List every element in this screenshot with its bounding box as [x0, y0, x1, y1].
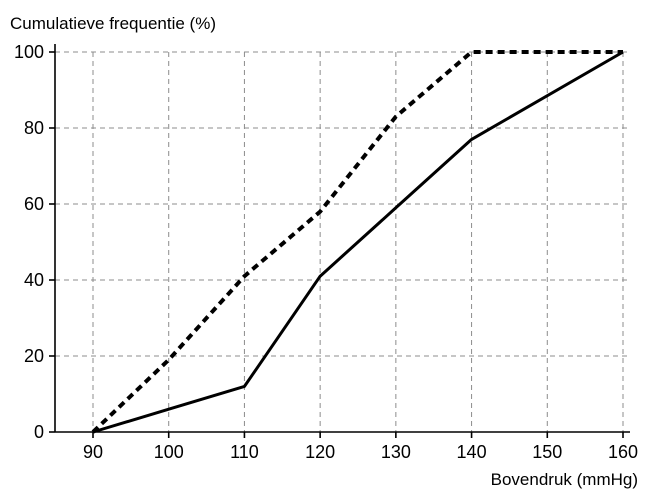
solid-series-line [92, 50, 624, 434]
x-tick-label: 120 [305, 442, 335, 462]
series-lines [91, 50, 624, 434]
y-tick-label: 80 [24, 118, 44, 138]
axes [49, 44, 630, 438]
x-tick-label: 140 [457, 442, 487, 462]
x-tick-label: 150 [532, 442, 562, 462]
y-tick-label: 60 [24, 194, 44, 214]
y-tick-label: 20 [24, 346, 44, 366]
y-tick-label: 0 [34, 422, 44, 442]
x-axis-title: Bovendruk (mmHg) [491, 470, 638, 489]
x-tick-label: 100 [154, 442, 184, 462]
x-tick-label: 130 [381, 442, 411, 462]
x-tick-label: 110 [230, 442, 259, 462]
x-tick-label: 90 [83, 442, 103, 462]
dashed-series-line [91, 50, 623, 434]
x-tick-label: 160 [608, 442, 638, 462]
tick-labels: 0 20 40 60 80 100 90 100 110 120 130 140 150 160 [14, 42, 638, 462]
y-axis-title: Cumulatieve frequentie (%) [10, 14, 216, 33]
y-tick-label: 100 [14, 42, 44, 62]
y-tick-label: 40 [24, 270, 44, 290]
gridlines [55, 51, 630, 432]
